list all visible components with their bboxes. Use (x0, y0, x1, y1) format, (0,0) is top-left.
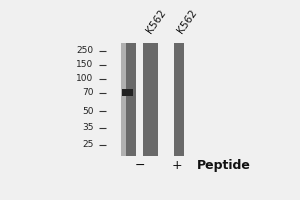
Bar (121, 43, 136, 156)
Bar (143, 43, 158, 156)
Text: 50: 50 (82, 107, 93, 116)
Text: −: − (135, 159, 145, 172)
Bar (173, 43, 184, 156)
Text: 250: 250 (76, 46, 93, 55)
Text: 35: 35 (82, 123, 93, 132)
Bar (122, 89, 133, 96)
Text: +: + (172, 159, 182, 172)
Text: 70: 70 (82, 88, 93, 97)
Text: K562: K562 (144, 7, 168, 35)
Text: 150: 150 (76, 60, 93, 69)
Text: 25: 25 (82, 140, 93, 149)
Text: Peptide: Peptide (196, 159, 250, 172)
Bar (121, 43, 126, 156)
Text: K562: K562 (176, 7, 199, 35)
Text: 100: 100 (76, 74, 93, 83)
